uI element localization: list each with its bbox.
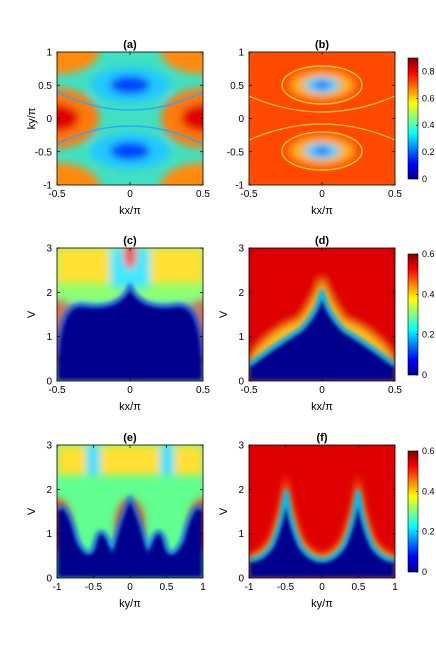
y-tick-label: 3 (238, 441, 244, 452)
y-tick-label: 3 (46, 244, 52, 255)
panel-c (57, 248, 203, 381)
y-tick-label: 1 (238, 529, 244, 540)
colorbar-tick-label: 0.4 (422, 486, 435, 496)
y-tick-label: 0 (46, 574, 52, 585)
x-axis-label-e: ky/π (119, 598, 141, 610)
y-tick-label: -0.5 (227, 147, 245, 158)
y-tick-label: 1 (46, 48, 52, 59)
x-tick-label: -0.5 (85, 582, 103, 593)
y-tick-label: 2 (46, 485, 52, 496)
x-tick-label: -0.5 (240, 385, 258, 396)
colorbar-tick-label: 0.6 (422, 93, 435, 103)
x-tick-label: -1 (53, 582, 62, 593)
chart-title-c: (c) (123, 235, 137, 247)
x-tick-label: 0.5 (388, 385, 402, 396)
x-tick-label: 0 (127, 189, 133, 200)
x-tick-label: 1 (200, 582, 206, 593)
y-tick-label: 2 (238, 288, 244, 299)
colorbar-tick-label: 0.4 (422, 120, 435, 130)
x-tick-label: -0.5 (277, 582, 295, 593)
y-tick-label: 0 (238, 574, 244, 585)
x-tick-label: 0 (319, 189, 325, 200)
x-tick-label: 0 (319, 385, 325, 396)
x-tick-label: -0.5 (48, 385, 66, 396)
x-axis-label-f: ky/π (311, 598, 333, 610)
y-tick-label: 3 (238, 244, 244, 255)
x-axis-label-a: kx/π (119, 205, 141, 217)
y-tick-label: 0 (46, 114, 52, 125)
colorbar-tick-label: 0.2 (422, 527, 435, 537)
x-tick-label: 0 (319, 582, 325, 593)
colorbar-f (407, 450, 419, 573)
colorbar-b (407, 57, 419, 180)
chart-title-e: (e) (123, 432, 137, 444)
colorbar-tick-label: 0 (422, 370, 427, 380)
y-tick-label: 0 (238, 114, 244, 125)
x-tick-label: 0.5 (160, 582, 174, 593)
y-axis-label-c: V (26, 310, 38, 318)
y-tick-label: -1 (43, 181, 52, 192)
x-tick-label: -0.5 (48, 189, 66, 200)
x-tick-label: 0.5 (388, 189, 402, 200)
colorbar-tick-label: 0.6 (422, 446, 435, 456)
colorbar-tick-label: 0.6 (422, 249, 435, 259)
panel-d (249, 248, 395, 381)
x-axis-label-b: kx/π (311, 205, 333, 217)
y-tick-label: 0.5 (38, 81, 52, 92)
panel-a (57, 52, 203, 185)
chart-title-f: (f) (317, 432, 328, 444)
y-axis-label-f: V (218, 507, 230, 515)
y-tick-label: -0.5 (35, 147, 53, 158)
chart-title-a: (a) (123, 39, 137, 51)
colorbar-tick-label: 0.8 (422, 66, 435, 76)
x-axis-label-c: kx/π (119, 401, 141, 413)
y-axis-label-d: V (218, 310, 230, 318)
y-tick-label: 1 (46, 332, 52, 343)
colorbar-tick-label: 0.4 (422, 289, 435, 299)
colorbar-tick-label: 0.2 (422, 330, 435, 340)
y-tick-label: 0.5 (230, 81, 244, 92)
y-tick-label: 2 (238, 485, 244, 496)
y-tick-label: 0 (46, 377, 52, 388)
x-tick-label: 0 (127, 385, 133, 396)
x-tick-label: -0.5 (240, 189, 258, 200)
panel-f (249, 445, 395, 578)
x-tick-label: -1 (245, 582, 254, 593)
y-tick-label: 3 (46, 441, 52, 452)
x-tick-label: 0.5 (196, 189, 210, 200)
chart-title-d: (d) (315, 235, 329, 247)
chart-title-b: (b) (315, 39, 329, 51)
panel-e (57, 445, 203, 578)
y-tick-label: 1 (238, 48, 244, 59)
x-tick-label: 1 (392, 582, 398, 593)
colorbar-tick-label: 0 (422, 567, 427, 577)
y-tick-label: 2 (46, 288, 52, 299)
panel-b (249, 52, 395, 185)
x-axis-label-d: kx/π (311, 401, 333, 413)
colorbar-tick-label: 0.2 (422, 147, 435, 157)
y-axis-label-e: V (26, 507, 38, 515)
x-tick-label: 0.5 (352, 582, 366, 593)
y-tick-label: 1 (46, 529, 52, 540)
y-tick-label: 1 (238, 332, 244, 343)
x-tick-label: 0 (127, 582, 133, 593)
colorbar-d (407, 253, 419, 376)
x-tick-label: 0.5 (196, 385, 210, 396)
y-axis-label-a: ky/π (26, 107, 38, 129)
y-tick-label: -1 (235, 181, 244, 192)
colorbar-tick-label: 0 (422, 174, 427, 184)
y-tick-label: 0 (238, 377, 244, 388)
